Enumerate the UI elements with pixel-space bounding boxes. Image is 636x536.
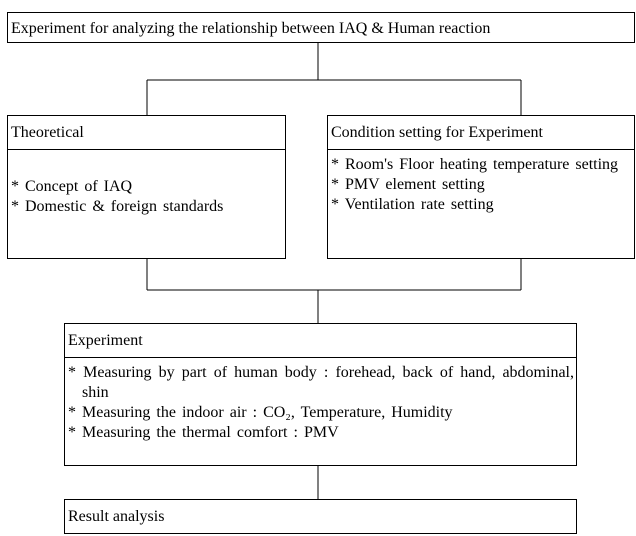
condition-box: Condition setting for Experiment * Room'… bbox=[327, 115, 635, 259]
experiment-box: Experiment * Measuring by part of human … bbox=[64, 323, 577, 466]
list-item: * Ventilation rate setting bbox=[331, 196, 494, 213]
item-list: * Room's Floor heating temperature setti… bbox=[328, 150, 634, 215]
list-item: * Domestic & foreign standards bbox=[11, 198, 224, 215]
theory-box: Theoretical * Concept of IAQ * Domestic &… bbox=[7, 115, 286, 259]
top-box: Experiment for analyzing the relationshi… bbox=[7, 12, 635, 43]
result-title: Result analysis bbox=[68, 508, 165, 525]
list-item: * Measuring the thermal comfort : PMV bbox=[68, 424, 339, 441]
list-item: * PMV element setting bbox=[331, 176, 485, 193]
item-list: * Measuring by part of human body : fore… bbox=[65, 358, 576, 443]
list-item: * Room's Floor heating temperature setti… bbox=[331, 156, 619, 173]
list-item: * Concept of IAQ bbox=[11, 178, 133, 195]
result-box: Result analysis bbox=[64, 499, 577, 534]
list-item: * Measuring by part of human body : fore… bbox=[68, 364, 574, 401]
box-header: Condition setting for Experiment bbox=[328, 116, 634, 150]
top-title: Experiment for analyzing the relationshi… bbox=[11, 20, 491, 37]
box-header: Theoretical bbox=[8, 116, 285, 150]
item-list: * Concept of IAQ * Domestic & foreign sta… bbox=[8, 150, 285, 217]
list-item: * Measuring the indoor air : CO₂, Temper… bbox=[68, 404, 453, 421]
box-header: Experiment bbox=[65, 324, 576, 358]
